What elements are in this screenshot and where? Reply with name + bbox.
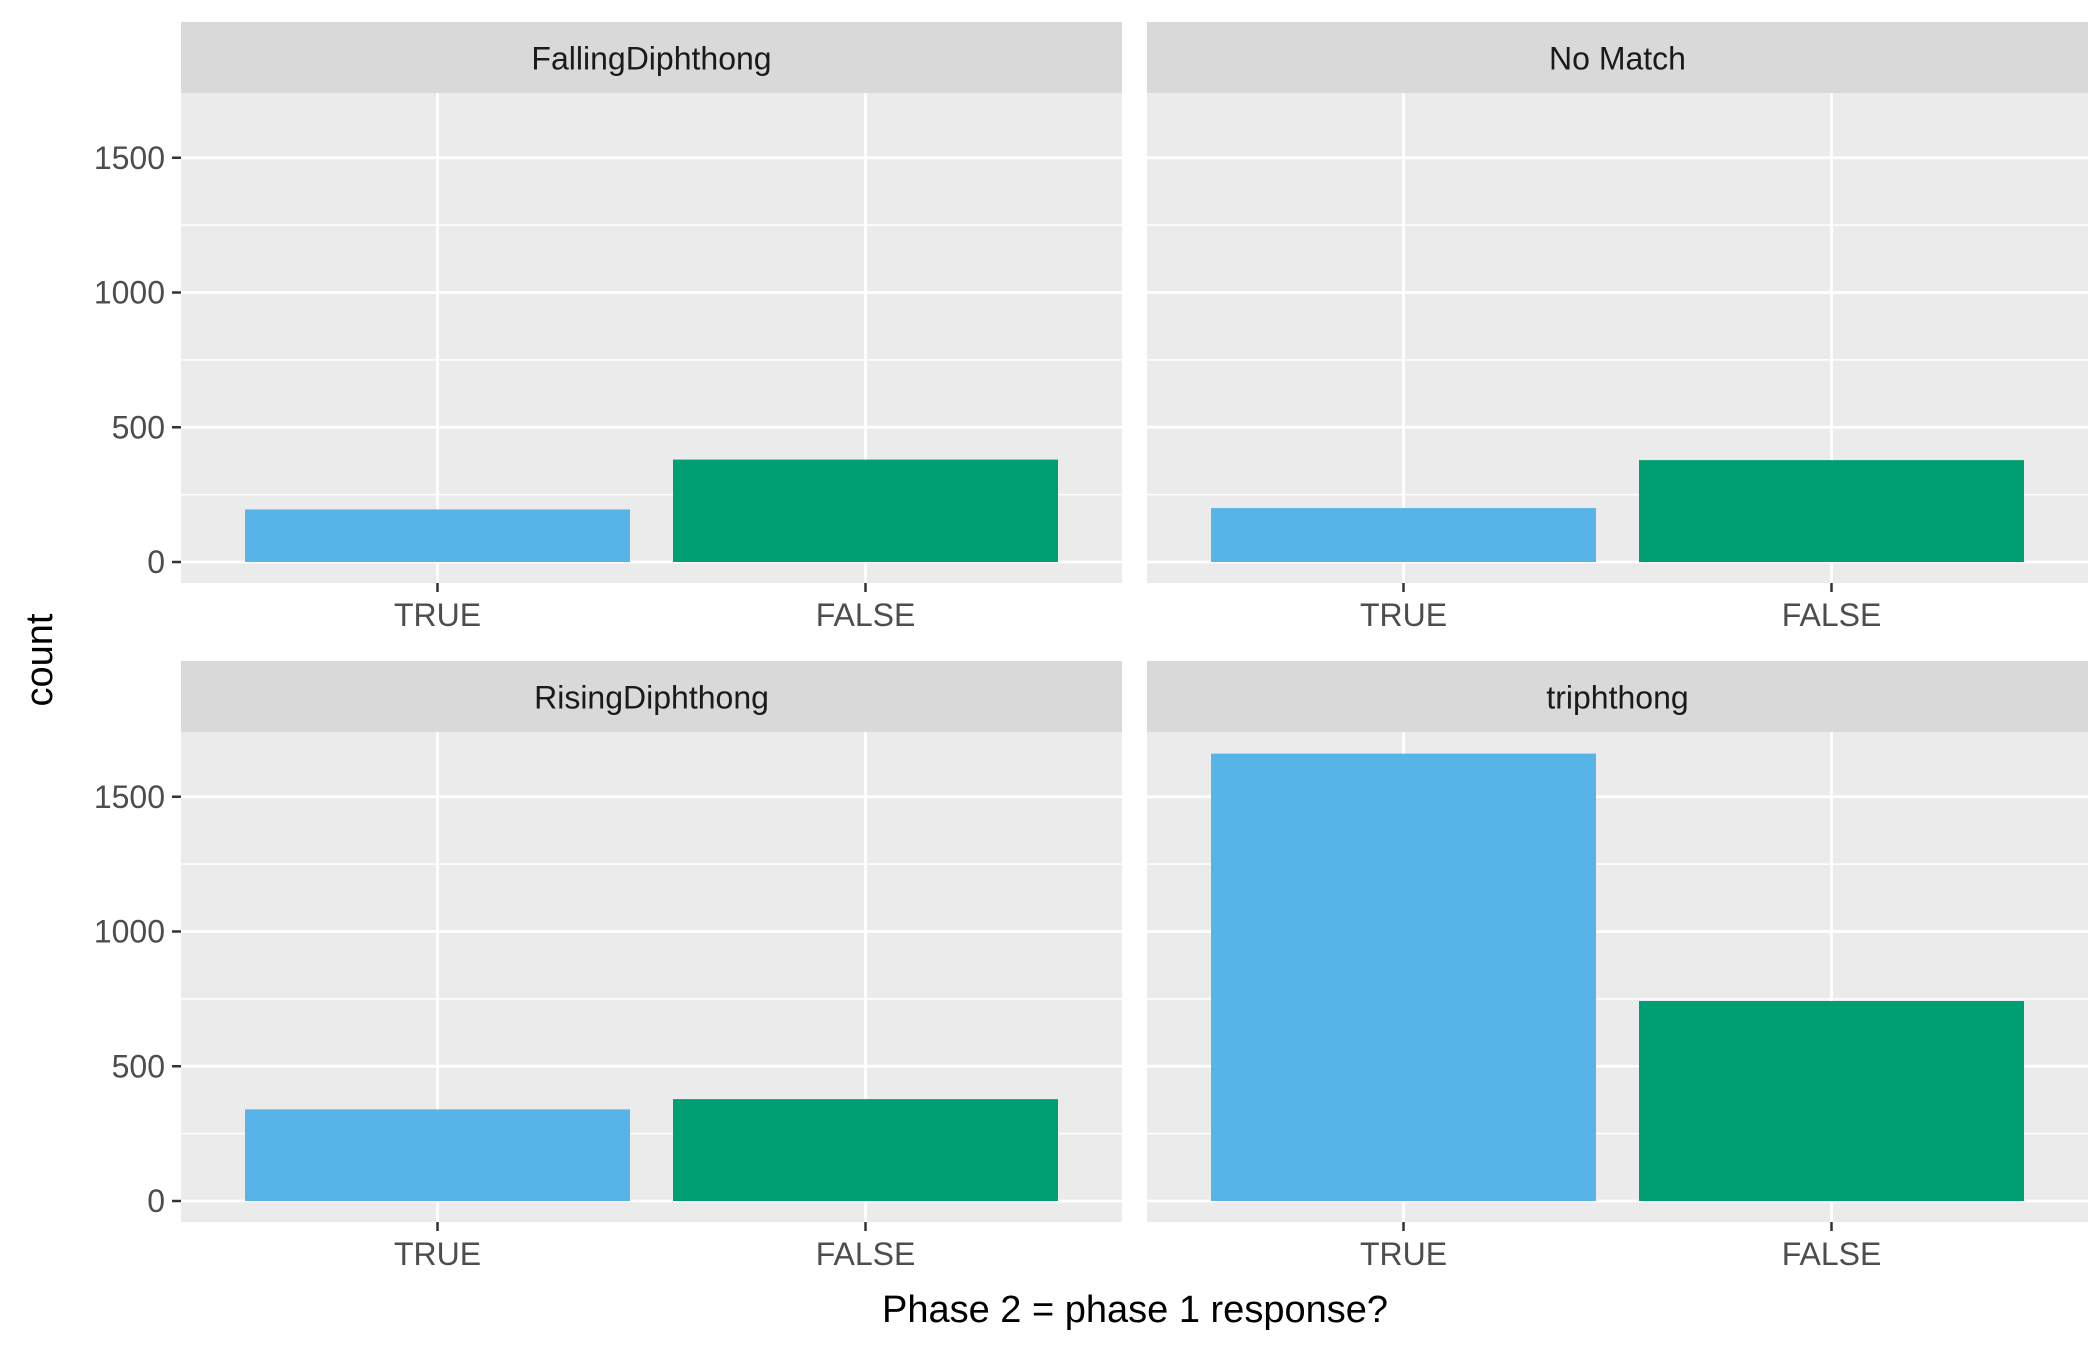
bar-true [245,509,630,562]
x-tick-label: TRUE [1360,597,1447,633]
facet-strip [181,661,1122,732]
facet-title: No Match [1549,41,1686,77]
x-tick-label: FALSE [816,1236,916,1272]
y-tick-label: 500 [112,409,165,445]
y-tick-label: 1000 [94,275,165,311]
facet-strip [181,22,1122,93]
bar-true [1211,508,1596,562]
facet-strip [1147,661,2088,732]
y-tick-label: 0 [147,1183,165,1219]
x-tick-label: FALSE [816,597,916,633]
y-tick-label: 1000 [94,914,165,950]
x-axis-title: Phase 2 = phase 1 response? [882,1289,1388,1331]
facet-strip [1147,22,2088,93]
x-tick-label: TRUE [394,1236,481,1272]
y-axis-title: count [19,613,61,706]
facet-panel: RisingDiphthong TRUE FALSE 0 500 1000 1500 [94,661,1122,1272]
bar-false [673,1099,1058,1201]
facet-panel: FallingDiphthong TRUE FALSE 0 500 1000 1500 [94,22,1122,633]
y-tick-label: 500 [112,1048,165,1084]
bar-false [1639,1001,2024,1201]
x-tick-label: TRUE [1360,1236,1447,1272]
facet-title: RisingDiphthong [534,680,769,716]
facet-title: triphthong [1546,680,1688,716]
facet-panel: No Match TRUE FALSE [1147,22,2088,633]
x-tick-label: FALSE [1782,597,1882,633]
panels-layer: FallingDiphthong TRUE FALSE 0 500 1000 1500 No … [94,22,2088,1272]
bar-true [245,1109,630,1201]
y-tick-label: 1500 [94,779,165,815]
y-tick-label: 1500 [94,140,165,176]
bar-true [1211,753,1596,1201]
bar-false [673,459,1058,562]
x-tick-label: TRUE [394,597,481,633]
y-tick-label: 0 [147,544,165,580]
x-tick-label: FALSE [1782,1236,1882,1272]
facet-panel: triphthong TRUE FALSE [1147,661,2088,1272]
facet-title: FallingDiphthong [531,41,771,77]
bar-false [1639,460,2024,562]
